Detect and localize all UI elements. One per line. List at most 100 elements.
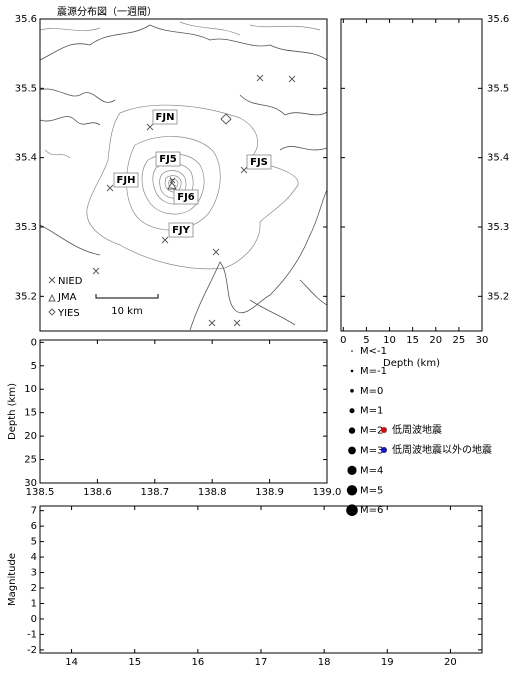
legend-symbol [48,276,56,284]
x-tick-label: 18 [318,657,331,668]
x-tick-label: 138.7 [140,487,169,498]
legend-label: 低周波地震以外の地震 [392,443,492,456]
x-tick-label: 30 [476,335,489,346]
station-label: FJN [156,112,175,123]
station-box [173,189,199,205]
station-box [152,109,178,125]
legend-dot [381,447,387,453]
station-box [155,151,181,167]
x-tick-label: 25 [453,335,466,346]
plot-frame [39,505,483,654]
legend-label: NIED [58,276,83,287]
x-axis-label: Depth (km) [383,358,440,369]
y-tick-label: -1 [27,629,37,640]
y-tick-label: 10 [24,384,37,395]
legend-symbol [48,308,56,316]
y-tick-label: 6 [31,521,37,532]
station-box [168,222,194,238]
y-tick-label: 1 [31,598,37,609]
x-tick-label: 0 [340,335,346,346]
size-legend-label: M=6 [360,505,383,516]
x-tick-label: 20 [444,657,457,668]
map-crosses [92,74,296,327]
station-label: FJY [172,225,191,236]
size-legend-label: M=4 [360,465,383,476]
y-tick-label: 35.3 [487,222,509,233]
size-legend-dot [348,427,356,434]
x-tick-label: 16 [191,657,204,668]
size-legend-label: M=5 [360,485,383,496]
size-legend-dot [350,369,354,373]
x-tick-label: 138.5 [26,487,55,498]
station-label: FJH [117,175,136,186]
y-tick-label: 0 [31,337,37,348]
y-tick-label: 30 [24,478,37,489]
x-tick-label: 15 [128,657,141,668]
y-tick-label: 35.5 [487,83,509,94]
y-tick-label: 5 [31,537,37,548]
x-tick-label: 138.6 [83,487,112,498]
y-tick-label: 35.2 [15,291,37,302]
legend-label: YIES [57,308,80,319]
y-tick-label: 15 [24,408,37,419]
size-legend-dot [348,446,356,455]
size-legend-label: M=2 [360,426,383,437]
y-tick-label: 4 [31,552,37,563]
x-tick-label: 15 [406,335,419,346]
x-tick-label: 19 [381,657,394,668]
plot-frame [340,18,483,332]
legend-label: JMA [57,292,77,303]
legend-label: 低周波地震 [392,423,442,436]
y-axis-label: Magnitude [7,553,18,606]
size-legend-dot [347,465,357,475]
chart-title: 震源分布図（一週間） [57,5,157,18]
size-legend-dot [351,350,353,352]
x-tick-label: 139.0 [313,487,342,498]
y-tick-label: 2 [31,583,37,594]
scale-bar [95,294,159,299]
x-tick-label: 14 [65,657,78,668]
station-label: FJ6 [177,192,195,203]
y-tick-label: 20 [24,431,37,442]
x-tick-label: 20 [429,335,442,346]
y-tick-label: -2 [27,645,37,656]
x-tick-label: 5 [363,335,369,346]
scale-label: 10 km [111,306,142,317]
y-axis-label: Depth (km) [7,383,18,440]
y-tick-label: 35.6 [15,14,37,25]
y-tick-label: 25 [24,455,37,466]
y-tick-label: 35.5 [15,83,37,94]
plot-frame [39,339,328,484]
size-legend-label: M=1 [360,406,383,417]
station-box [246,154,272,170]
y-tick-label: 35.2 [487,291,509,302]
size-legend-dot [346,504,358,516]
y-tick-label: 35.3 [15,222,37,233]
plot-frame [39,18,328,332]
station-label: FJS [250,157,268,168]
map-topography [39,21,328,331]
y-tick-label: 7 [31,506,37,517]
legend-dot [381,427,387,433]
legend-symbol [48,293,56,302]
y-tick-label: 0 [31,614,37,625]
x-tick-label: 138.8 [198,487,227,498]
size-legend-label: M<-1 [360,346,387,357]
size-legend-label: M=0 [360,386,383,397]
size-legend-dot [346,485,358,496]
y-tick-label: 3 [31,568,37,579]
station-box [113,172,139,188]
size-legend-label: M=3 [360,446,383,457]
x-tick-label: 10 [383,335,396,346]
y-tick-label: 5 [31,361,37,372]
y-tick-label: 35.4 [15,153,37,164]
station-label: FJ5 [159,154,177,165]
y-tick-label: 35.4 [487,153,509,164]
size-legend-dot [349,408,355,414]
size-legend-dot [350,389,354,393]
x-tick-label: 138.9 [255,487,284,498]
x-tick-label: 17 [255,657,268,668]
y-tick-label: 35.6 [487,14,509,25]
size-legend-label: M=-1 [360,366,387,377]
